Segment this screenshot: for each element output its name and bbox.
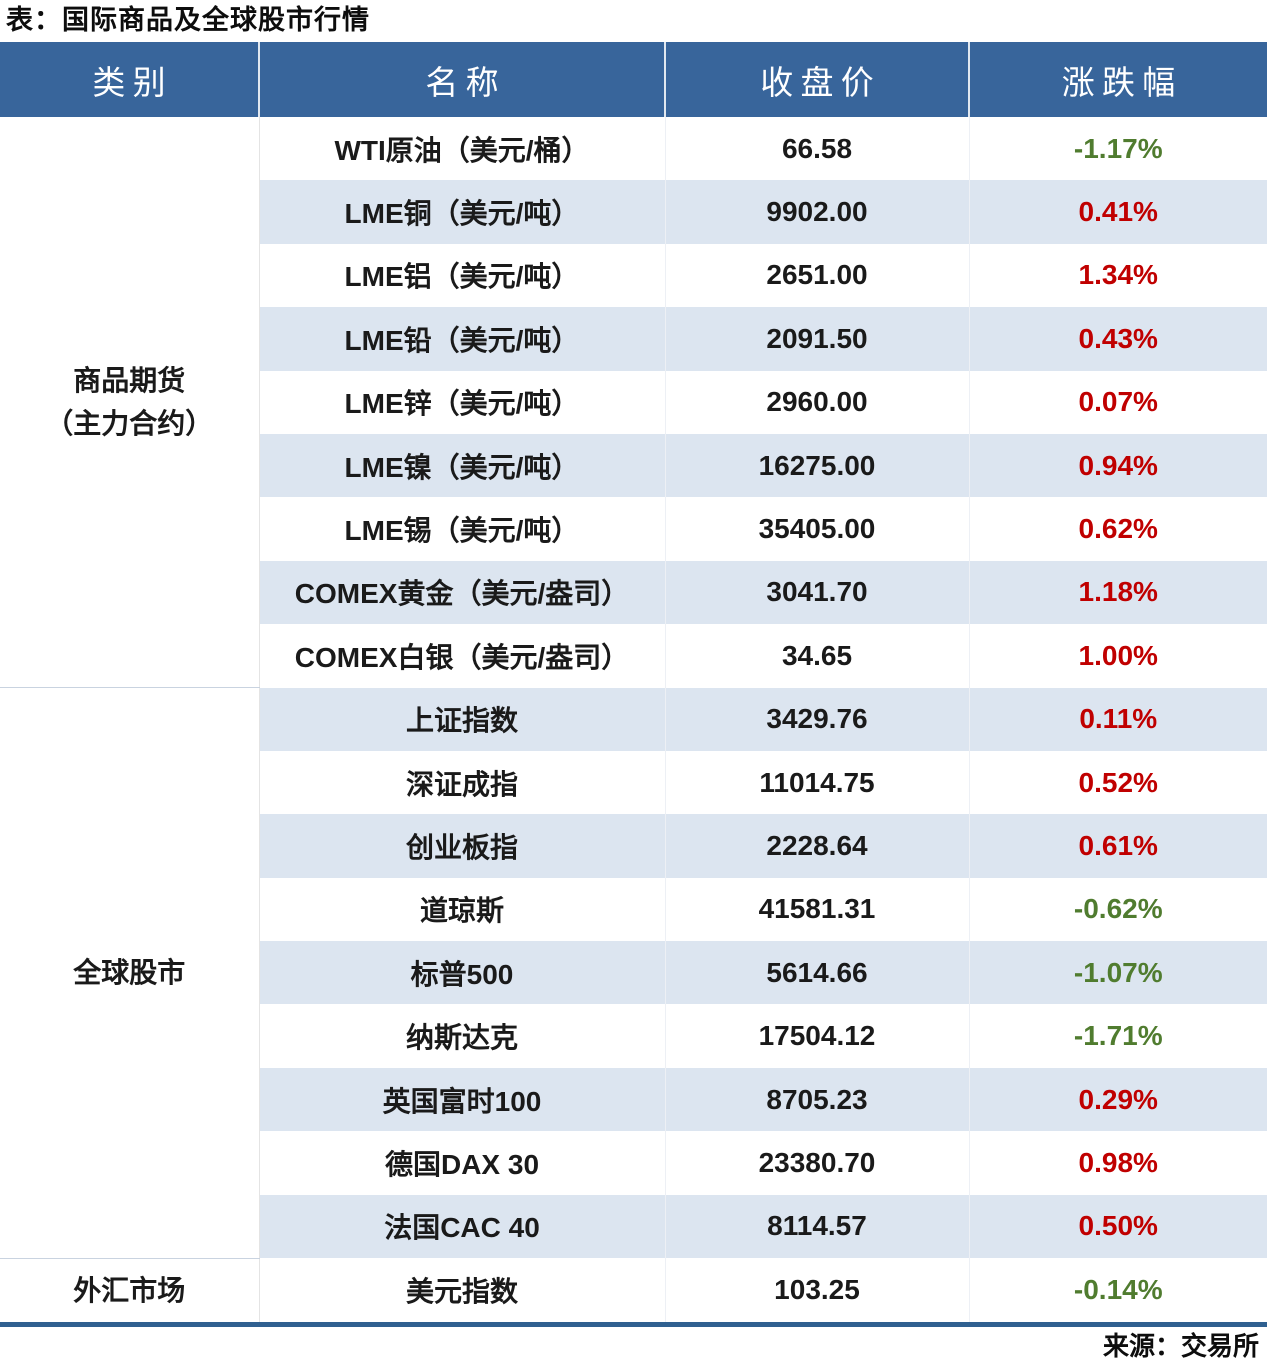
- change-percent: -0.14%: [968, 1258, 1267, 1322]
- close-price: 17504.12: [664, 1004, 969, 1068]
- category-label: （主力合约）: [45, 408, 214, 439]
- table-row: 英国富时100 8705.23 0.29%: [0, 1067, 1267, 1132]
- category-cell: 商品期货 （主力合约）: [0, 117, 260, 689]
- close-price: 66.58: [664, 117, 969, 181]
- change-percent: 0.52%: [968, 750, 1267, 815]
- table-row: 全球股市 上证指数 3429.76 0.11%: [0, 687, 1267, 1259]
- change-percent: 0.98%: [968, 1131, 1267, 1195]
- close-price: 34.65: [664, 624, 969, 688]
- table-row: LME铜（美元/吨） 9902.00 0.41%: [0, 180, 1267, 244]
- change-percent: 0.43%: [968, 307, 1267, 371]
- close-price: 23380.70: [664, 1131, 969, 1195]
- close-price: 2228.64: [664, 814, 969, 878]
- instrument-name: LME铜（美元/吨）: [258, 180, 665, 244]
- table-row: LME镍（美元/吨） 16275.00 0.94%: [0, 433, 1267, 498]
- table-row: COMEX黄金（美元/盎司） 3041.70 1.18%: [0, 560, 1267, 625]
- table-row: LME铝（美元/吨） 2651.00 1.34%: [0, 243, 1267, 308]
- instrument-name: 美元指数: [258, 1258, 665, 1322]
- header-change: 涨跌幅: [968, 42, 1267, 117]
- category-label: 外汇市场: [73, 1274, 186, 1306]
- instrument-name: 法国CAC 40: [258, 1194, 665, 1259]
- close-price: 2960.00: [664, 370, 969, 434]
- change-percent: 0.29%: [968, 1067, 1267, 1132]
- table-row: 德国DAX 30 23380.70 0.98%: [0, 1131, 1267, 1195]
- instrument-name: 创业板指: [258, 814, 665, 878]
- instrument-name: 英国富时100: [258, 1067, 665, 1132]
- instrument-name: 德国DAX 30: [258, 1131, 665, 1195]
- instrument-name: LME镍（美元/吨）: [258, 433, 665, 498]
- table-row: 创业板指 2228.64 0.61%: [0, 814, 1267, 878]
- instrument-name: WTI原油（美元/桶）: [258, 117, 665, 181]
- close-price: 16275.00: [664, 433, 969, 498]
- table-row: LME锌（美元/吨） 2960.00 0.07%: [0, 370, 1267, 434]
- change-percent: 0.11%: [968, 687, 1267, 751]
- instrument-name: COMEX白银（美元/盎司）: [258, 624, 665, 688]
- footer-divider: [0, 1321, 1267, 1327]
- instrument-name: LME锡（美元/吨）: [258, 497, 665, 561]
- category-label: 商品期货: [73, 364, 186, 396]
- instrument-name: 道琼斯: [258, 877, 665, 942]
- close-price: 2651.00: [664, 243, 969, 308]
- table-row: LME锡（美元/吨） 35405.00 0.62%: [0, 497, 1267, 561]
- close-price: 11014.75: [664, 750, 969, 815]
- change-percent: -0.62%: [968, 877, 1267, 942]
- header-name: 名称: [258, 42, 665, 117]
- instrument-name: 深证成指: [258, 750, 665, 815]
- change-percent: 0.50%: [968, 1194, 1267, 1259]
- close-price: 9902.00: [664, 180, 969, 244]
- table-row: 深证成指 11014.75 0.52%: [0, 750, 1267, 815]
- market-table: 类别 名称 收盘价 涨跌幅 商品期货 （主力合约） WTI原油（美元/桶） 66.58…: [0, 42, 1267, 1322]
- close-price: 103.25: [664, 1258, 969, 1322]
- close-price: 3041.70: [664, 560, 969, 625]
- category-cell: 外汇市场: [0, 1258, 260, 1322]
- table-row: 纳斯达克 17504.12 -1.71%: [0, 1004, 1267, 1068]
- header-category: 类别: [0, 42, 259, 117]
- close-price: 3429.76: [664, 687, 969, 751]
- close-price: 41581.31: [664, 877, 969, 942]
- source-label: 来源：交易所: [1102, 1330, 1259, 1361]
- change-percent: 0.62%: [968, 497, 1267, 561]
- close-price: 5614.66: [664, 941, 969, 1005]
- category-label: 全球股市: [73, 957, 186, 989]
- instrument-name: LME铅（美元/吨）: [258, 307, 665, 371]
- instrument-name: 标普500: [258, 941, 665, 1005]
- change-percent: -1.17%: [968, 117, 1267, 181]
- instrument-name: 上证指数: [258, 687, 665, 751]
- change-percent: 1.34%: [968, 243, 1267, 308]
- change-percent: 0.61%: [968, 814, 1267, 878]
- table-row: 商品期货 （主力合约） WTI原油（美元/桶） 66.58 -1.17%: [0, 117, 1267, 689]
- close-price: 2091.50: [664, 307, 969, 371]
- header-close: 收盘价: [664, 42, 969, 117]
- category-cell: 全球股市: [0, 687, 260, 1259]
- change-percent: 0.41%: [968, 180, 1267, 244]
- table-row: 标普500 5614.66 -1.07%: [0, 941, 1267, 1005]
- table-row: 道琼斯 41581.31 -0.62%: [0, 877, 1267, 942]
- table-row: 外汇市场 美元指数 103.25 -0.14%: [0, 1258, 1267, 1322]
- instrument-name: COMEX黄金（美元/盎司）: [258, 560, 665, 625]
- instrument-name: 纳斯达克: [258, 1004, 665, 1068]
- instrument-name: LME铝（美元/吨）: [258, 243, 665, 308]
- instrument-name: LME锌（美元/吨）: [258, 370, 665, 434]
- change-percent: 1.00%: [968, 624, 1267, 688]
- change-percent: -1.07%: [968, 941, 1267, 1005]
- table-title: 表：国际商品及全球股市行情: [6, 5, 370, 35]
- change-percent: -1.71%: [968, 1004, 1267, 1068]
- table-row: LME铅（美元/吨） 2091.50 0.43%: [0, 307, 1267, 371]
- change-percent: 0.94%: [968, 433, 1267, 498]
- header-row: 类别 名称 收盘价 涨跌幅: [0, 42, 1267, 117]
- close-price: 35405.00: [664, 497, 969, 561]
- close-price: 8114.57: [664, 1194, 969, 1259]
- change-percent: 1.18%: [968, 560, 1267, 625]
- change-percent: 0.07%: [968, 370, 1267, 434]
- table-row: COMEX白银（美元/盎司） 34.65 1.00%: [0, 624, 1267, 688]
- close-price: 8705.23: [664, 1067, 969, 1132]
- table-row: 法国CAC 40 8114.57 0.50%: [0, 1194, 1267, 1259]
